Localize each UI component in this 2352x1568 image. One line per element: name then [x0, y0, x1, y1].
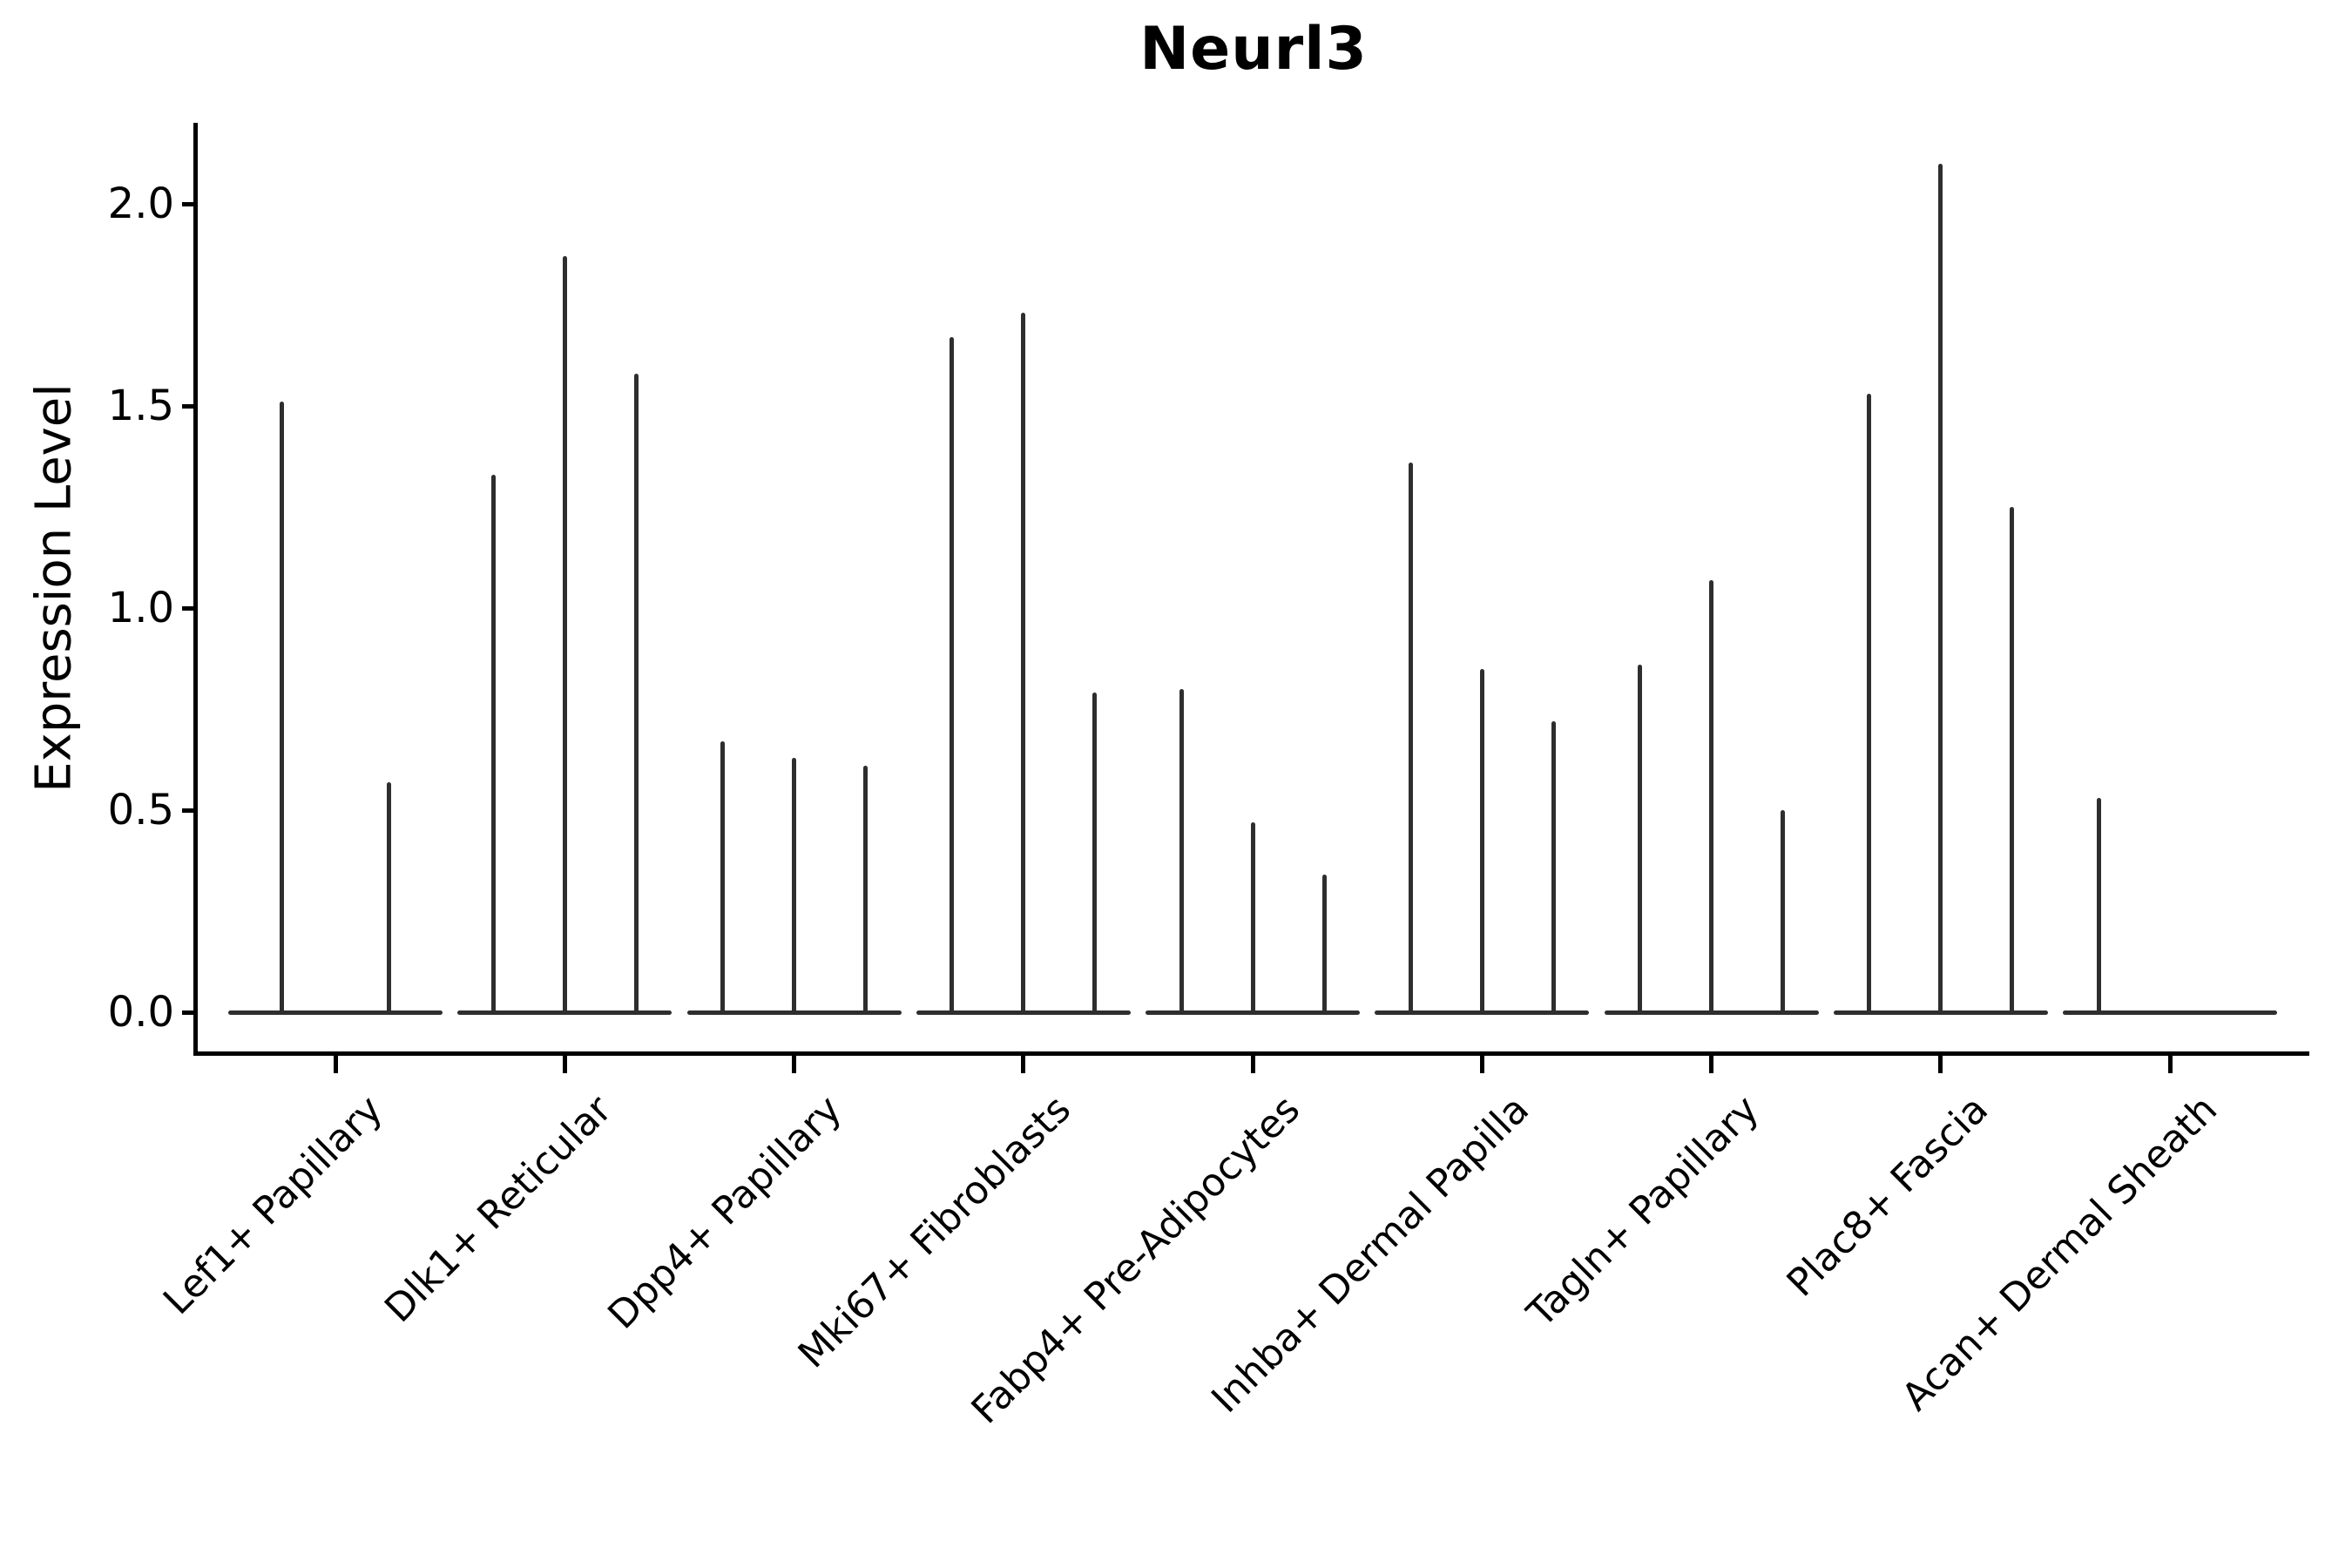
- violin-spike: [792, 757, 796, 1015]
- x-tick-mark: [1250, 1056, 1255, 1073]
- violin-baseline: [2063, 1010, 2277, 1015]
- x-tick-mark: [333, 1056, 338, 1073]
- violin-spike: [1551, 720, 1556, 1015]
- violin-spike: [1781, 810, 1785, 1015]
- violin-baseline: [228, 1010, 443, 1015]
- x-tick-label: Tagln+ Papillary: [1518, 1087, 1767, 1336]
- violin-spike: [562, 256, 567, 1015]
- x-tick-mark: [1938, 1056, 1943, 1073]
- x-tick-mark: [2167, 1056, 2173, 1073]
- y-tick-label: 0.0: [107, 988, 174, 1037]
- violin-spike: [1250, 821, 1255, 1015]
- x-tick-mark: [1709, 1056, 1713, 1073]
- y-tick-label: 1.0: [107, 584, 174, 632]
- violin-spike: [1092, 693, 1098, 1015]
- violin-spike: [490, 474, 496, 1015]
- y-tick-label: 2.0: [107, 179, 174, 228]
- y-axis-spine: [193, 123, 198, 1056]
- y-tick-mark: [182, 1010, 198, 1015]
- violin-spike: [1709, 579, 1713, 1015]
- violin-spike: [633, 373, 639, 1015]
- y-tick-mark: [182, 808, 198, 813]
- x-tick-label: Dlk1+ Reticular: [376, 1087, 621, 1331]
- violin-spike: [950, 337, 955, 1015]
- y-tick-mark: [182, 201, 198, 206]
- violin-spike: [2096, 798, 2101, 1015]
- violin-spike: [1179, 688, 1184, 1015]
- x-tick-mark: [1479, 1056, 1484, 1073]
- y-tick-label: 1.5: [107, 382, 174, 430]
- violin-spike: [387, 781, 391, 1015]
- violin-spike: [1408, 462, 1413, 1015]
- violin-spike: [1321, 875, 1327, 1015]
- violin-spike: [1479, 668, 1484, 1015]
- violin-spike: [863, 765, 868, 1015]
- y-tick-mark: [182, 605, 198, 611]
- y-tick-mark: [182, 403, 198, 409]
- x-tick-label: Lef1+ Papillary: [154, 1087, 392, 1324]
- chart-title: Neurl3: [1139, 15, 1368, 84]
- violin-spike: [720, 741, 725, 1015]
- x-tick-mark: [792, 1056, 796, 1073]
- violin-spike: [1938, 163, 1943, 1015]
- x-tick-label: Dpp4+ Papillary: [598, 1087, 850, 1338]
- violin-spike: [1021, 313, 1026, 1015]
- x-axis-spine: [193, 1051, 2309, 1056]
- x-tick-mark: [562, 1056, 567, 1073]
- violin-spike: [1867, 394, 1872, 1015]
- x-tick-label: Plac8+ Fascia: [1778, 1087, 1997, 1306]
- y-tick-label: 0.5: [107, 786, 174, 835]
- x-tick-mark: [1021, 1056, 1026, 1073]
- violin-spike: [2010, 507, 2015, 1015]
- violin-spike: [1638, 664, 1642, 1015]
- violin-spike: [280, 402, 284, 1015]
